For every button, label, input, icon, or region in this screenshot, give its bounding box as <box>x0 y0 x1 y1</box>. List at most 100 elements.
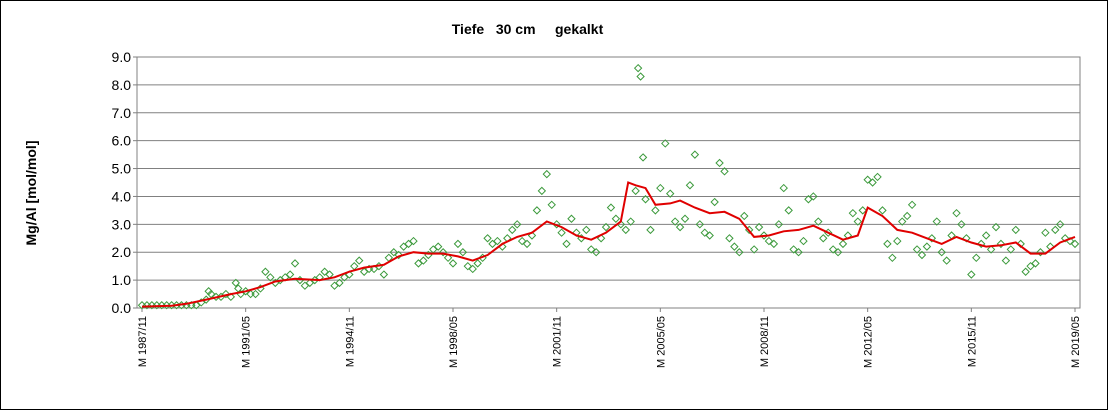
data-point <box>458 248 468 257</box>
data-point <box>986 245 996 254</box>
data-point <box>656 183 665 193</box>
data-point <box>419 256 428 265</box>
data-point <box>1070 239 1080 249</box>
data-point <box>873 172 882 182</box>
data-point <box>932 217 941 226</box>
data-point <box>888 253 897 263</box>
data-point <box>868 178 877 187</box>
data-point <box>552 220 561 229</box>
data-point <box>853 217 863 226</box>
y-tick-label: 6.0 <box>112 133 132 149</box>
data-point <box>740 211 749 221</box>
data-point <box>443 253 453 263</box>
y-tick-label: 0.0 <box>112 300 132 316</box>
x-tick-label: M 2015/11 <box>966 316 978 367</box>
data-point <box>695 220 705 229</box>
data-point <box>863 175 872 184</box>
x-tick-label: M 2008/11 <box>759 316 771 367</box>
data-point <box>878 206 887 215</box>
data-point <box>730 242 739 251</box>
data-point <box>359 267 369 276</box>
data-point <box>231 278 241 288</box>
data-point <box>957 220 966 229</box>
data-point <box>828 245 838 254</box>
data-point <box>261 267 270 276</box>
data-point <box>414 259 423 268</box>
data-point <box>725 234 734 243</box>
data-point <box>967 270 976 279</box>
data-point <box>636 72 645 81</box>
data-point <box>893 236 902 246</box>
data-point <box>981 231 991 240</box>
data-point <box>759 231 769 240</box>
data-point <box>611 214 621 223</box>
y-tick-label: 2.0 <box>112 244 132 260</box>
y-tick-label: 3.0 <box>112 216 132 232</box>
data-point <box>251 289 260 299</box>
data-point <box>488 239 497 249</box>
data-point <box>330 281 339 290</box>
data-point <box>394 250 403 260</box>
data-point <box>582 225 591 235</box>
data-point <box>917 250 927 260</box>
data-point <box>715 158 724 168</box>
data-point <box>705 231 714 240</box>
data-point <box>606 203 616 212</box>
data-point <box>389 248 398 257</box>
data-point <box>996 239 1006 249</box>
y-tick-label: 1.0 <box>112 272 132 288</box>
data-point <box>1031 259 1040 268</box>
data-point <box>369 264 379 274</box>
data-point <box>858 206 867 215</box>
data-point <box>320 267 329 276</box>
data-point <box>665 189 675 198</box>
data-point <box>814 217 823 226</box>
data-point <box>473 259 482 268</box>
data-point <box>675 222 685 232</box>
data-point <box>305 278 315 288</box>
plot-area <box>136 56 1081 309</box>
data-point <box>621 225 630 235</box>
y-tick-label: 8.0 <box>112 77 132 93</box>
data-point <box>749 245 759 254</box>
y-tick-labels: 0.0 1.0 2.0 3.0 4.0 5.0 6.0 7.0 8.0 9.0 <box>112 49 137 316</box>
data-point <box>991 222 1001 232</box>
chart-title: Tiefe 30 cm gekalkt <box>451 21 604 37</box>
data-point <box>290 259 300 268</box>
data-point <box>912 245 922 254</box>
data-point <box>651 206 660 215</box>
data-point <box>833 248 843 257</box>
data-point <box>794 248 803 257</box>
trend-line <box>141 181 1076 308</box>
data-point <box>354 256 364 265</box>
data-point <box>438 248 448 257</box>
data-point <box>898 217 907 226</box>
data-point <box>542 169 552 179</box>
data-point <box>641 195 650 204</box>
data-point <box>591 248 601 257</box>
data-point <box>646 225 655 235</box>
data-point <box>493 236 502 246</box>
data-point <box>670 217 680 226</box>
data-point <box>754 222 764 232</box>
data-point <box>276 275 285 285</box>
data-point <box>720 167 729 176</box>
x-tick-labels: M 1987/11 M 1991/05 M 1994/11 M 1998/05 M 20… <box>137 308 1082 368</box>
data-point <box>685 181 695 190</box>
data-point <box>769 239 779 249</box>
y-tick-label: 4.0 <box>112 188 132 204</box>
x-tick-label: M 2012/05 <box>863 316 875 368</box>
data-point <box>453 239 463 249</box>
data-point <box>508 225 517 235</box>
data-point <box>735 248 744 257</box>
data-point <box>399 242 408 251</box>
data-point <box>962 234 971 243</box>
data-point <box>1036 248 1045 257</box>
data-point <box>1041 228 1050 237</box>
data-point <box>557 228 566 237</box>
data-point <box>1001 256 1011 265</box>
data-point <box>226 292 236 302</box>
data-point <box>883 239 892 249</box>
data-point <box>838 239 848 249</box>
